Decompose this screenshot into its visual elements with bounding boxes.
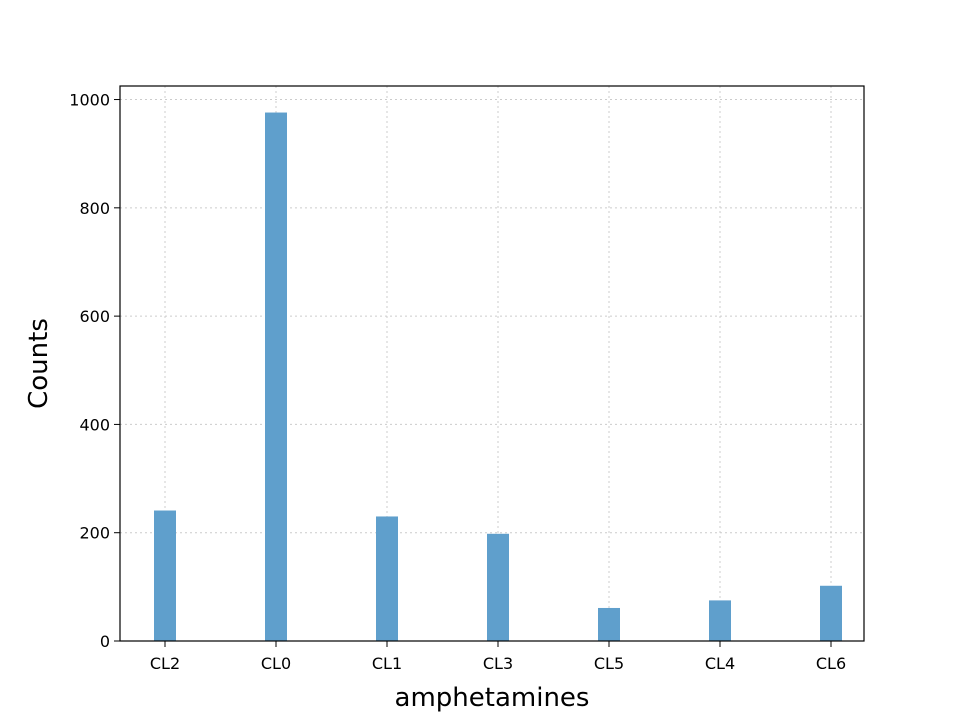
y-tick-label: 800 [79,199,110,218]
y-tick-label: 200 [79,524,110,543]
bar-cl4 [709,600,731,641]
bars [154,112,842,641]
bar-cl3 [487,533,509,641]
y-axis-label: Counts [24,318,54,409]
x-axis-label: amphetamines [395,683,590,713]
x-tick-label: CL1 [372,654,402,673]
y-tick-label: 0 [100,632,110,651]
x-axis-ticks: CL2 CL0 CL1 CL3 CL5 CL4 CL6 [150,641,846,673]
x-tick-label: CL4 [705,654,735,673]
plot-frame [119,85,865,642]
y-tick-label: 600 [79,307,110,326]
bar-cl1 [376,516,398,641]
x-tick-label: CL2 [150,654,180,673]
bar-cl0 [265,112,287,641]
x-tick-label: CL5 [594,654,624,673]
y-tick-label: 400 [79,415,110,434]
x-tick-label: CL3 [483,654,513,673]
x-tick-label: CL0 [261,654,291,673]
y-tick-label: 1000 [69,91,110,110]
bar-cl5 [598,607,620,641]
x-tick-label: CL6 [816,654,846,673]
y-axis-ticks: 0 200 400 600 800 1000 [69,91,120,651]
bar-cl6 [820,585,842,641]
bar-cl2 [154,510,176,641]
